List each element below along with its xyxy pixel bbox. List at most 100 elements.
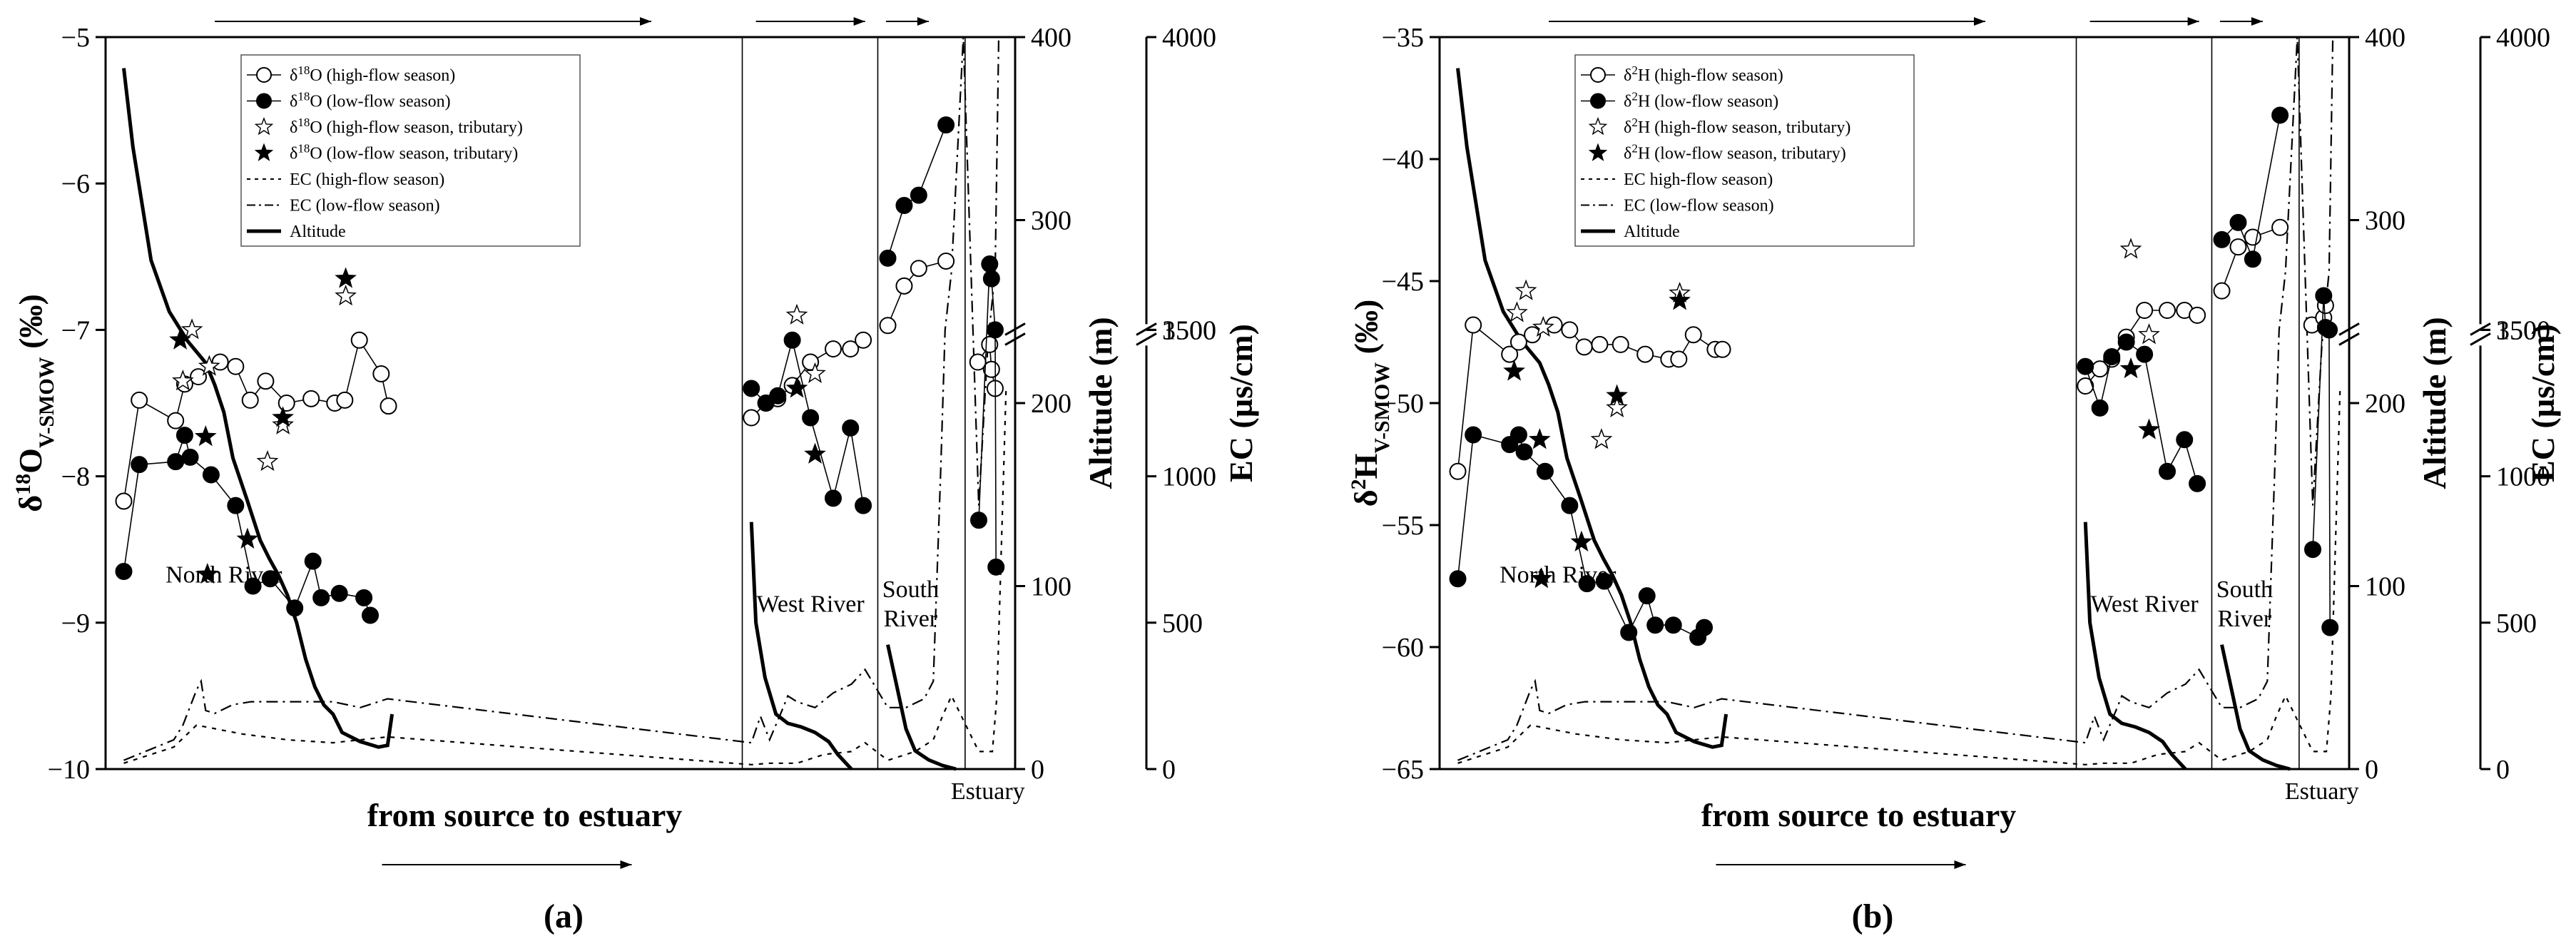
low-flow-point [743, 380, 760, 397]
high-flow-point [982, 360, 1000, 378]
legend-label-part: (low-flow season) [1650, 93, 1778, 111]
low-flow-point [286, 599, 304, 617]
high-flow-line [123, 338, 390, 502]
altitude-line [886, 644, 957, 771]
y-tick-label: −8 [61, 462, 90, 492]
y-tick-label: −5 [61, 23, 90, 53]
high-flow-point [1670, 350, 1688, 368]
legend-label-part: Altitude [1624, 223, 1680, 241]
high-flow-tributary-point [2119, 238, 2142, 259]
legend-label-part: 18 [297, 89, 310, 103]
y-axis-title: δ2HV-SMOW (‰) [1347, 300, 1394, 507]
high-flow-tributary-point [1606, 396, 1628, 417]
y-tick-label: −40 [1382, 145, 1424, 175]
high-flow-tributary-point [1506, 301, 1528, 322]
low-flow-tributary-point [1528, 428, 1551, 449]
low-flow-point [986, 321, 1004, 339]
ec-tick-label: 500 [2496, 609, 2537, 639]
legend-marker [254, 117, 274, 136]
high-flow-point [1561, 321, 1579, 339]
x-flow-arrow-head [620, 860, 632, 869]
region-label-estuary: Estuary [2285, 778, 2359, 805]
ec-line [123, 388, 1007, 766]
low-flow-point [1664, 616, 1682, 634]
high-flow-point [190, 368, 208, 386]
low-flow-point [2213, 230, 2231, 248]
ec-tick-label: 1000 [2496, 462, 2550, 492]
legend-label-part: δ [290, 93, 297, 111]
ec-tick-label: 4000 [1162, 23, 1216, 53]
legend-label: Altitude [1624, 223, 1680, 241]
low-flow-tributary-point [785, 377, 808, 398]
flow-arrow-head [2251, 17, 2263, 26]
low-flow-point [2189, 474, 2206, 492]
altitude-axis-break [1004, 322, 1026, 336]
panel-label: (a) [544, 897, 584, 935]
low-flow-point [115, 562, 133, 580]
low-flow-line [887, 124, 947, 259]
flow-arrow-head [917, 17, 929, 26]
low-flow-tributary-point [236, 527, 259, 549]
low-flow-point [2244, 250, 2261, 268]
altitude-tick-label: 0 [2365, 755, 2378, 785]
ec-tick-label: 4000 [2496, 23, 2550, 53]
y-axis-title-part: V-SMOW [35, 357, 58, 448]
legend-label-part: (high-flow season) [322, 66, 456, 85]
y-tick-label: −65 [1382, 755, 1424, 785]
legend-marker [1590, 93, 1606, 109]
high-flow-point [1714, 340, 1731, 358]
legend-label-part: 2 [1631, 89, 1638, 103]
legend-label-part: (high-flow season) [1650, 66, 1783, 85]
high-flow-tributary-point [180, 318, 203, 340]
low-flow-point [2077, 357, 2094, 375]
low-flow-point [825, 489, 842, 507]
high-flow-point [842, 340, 860, 358]
low-flow-point [783, 331, 801, 349]
altitude-tick-label: 100 [2365, 572, 2406, 602]
low-flow-point [937, 116, 955, 134]
ec-line [123, 36, 1000, 761]
legend-label: EC (low-flow season) [1624, 197, 1774, 215]
high-flow-point [1524, 326, 1542, 344]
legend-label-part: δ [290, 118, 297, 137]
high-flow-point [1575, 338, 1593, 356]
high-flow-point [257, 372, 275, 390]
ec-tick-label: 3500 [2496, 315, 2550, 345]
low-flow-point [362, 606, 380, 624]
low-flow-point [202, 466, 220, 484]
altitude-tick-label: 300 [1031, 206, 1071, 236]
region-label-west: West River [2091, 591, 2199, 617]
y-tick-label: −50 [1382, 389, 1424, 419]
legend-marker [1590, 67, 1606, 83]
high-flow-point [879, 317, 897, 335]
low-flow-point [1638, 587, 1656, 605]
legend-label-part: 18 [297, 141, 310, 155]
low-flow-point [2320, 321, 2338, 339]
low-flow-point [2103, 348, 2121, 366]
altitude-tick-label: 200 [1031, 389, 1071, 419]
low-flow-point [131, 456, 148, 474]
y-axis-title-part: V-SMOW [1370, 362, 1394, 454]
altitude-axis-break [2338, 322, 2360, 336]
high-flow-line [887, 260, 947, 326]
high-flow-tributary-point [804, 362, 826, 384]
low-flow-point [227, 497, 245, 514]
flow-arrow-head [640, 17, 651, 26]
y-tick-label: −9 [61, 609, 90, 639]
high-flow-point [1612, 335, 1629, 353]
low-flow-tributary-point [194, 425, 217, 447]
legend-label-part: δ [1624, 66, 1631, 85]
y-tick-label: −35 [1382, 23, 1424, 53]
high-flow-point [825, 340, 842, 358]
altitude-axis-break [2338, 332, 2360, 346]
high-flow-point [211, 353, 229, 371]
legend-marker [1588, 117, 1608, 136]
low-flow-tributary-point [2119, 357, 2142, 379]
low-flow-point [2315, 287, 2333, 305]
region-label-west: West River [757, 591, 865, 617]
y-axis-title-part: 2 [1347, 479, 1370, 489]
low-flow-point [1510, 426, 1527, 444]
legend-label-part: H [1638, 118, 1650, 137]
altitude-axis-break [1004, 332, 1026, 346]
